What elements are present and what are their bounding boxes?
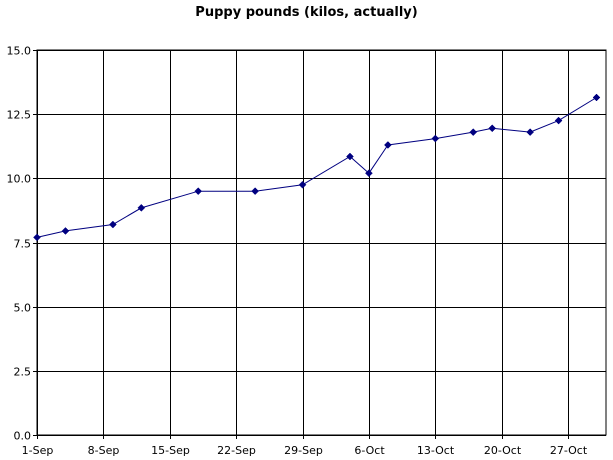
y-tick-label: 15.0 bbox=[7, 45, 32, 58]
x-tick-label: 15-Sep bbox=[151, 444, 190, 457]
data-point bbox=[109, 220, 117, 229]
x-tick-label: 13-Oct bbox=[417, 444, 455, 457]
y-tick-label: 10.0 bbox=[7, 173, 32, 186]
x-tick-label: 1-Sep bbox=[22, 444, 54, 457]
data-point bbox=[251, 187, 259, 196]
x-tick-label: 22-Sep bbox=[217, 444, 256, 457]
data-point bbox=[554, 116, 563, 125]
y-tick-label: 0.0 bbox=[14, 430, 32, 443]
y-tick-label: 5.0 bbox=[14, 302, 32, 315]
data-point bbox=[469, 128, 478, 136]
data-point bbox=[194, 187, 203, 196]
series-line bbox=[36, 97, 597, 238]
data-point bbox=[346, 152, 354, 161]
data-point bbox=[592, 93, 601, 102]
y-tick-label: 7.5 bbox=[14, 238, 32, 251]
y-tick-label: 2.5 bbox=[14, 366, 32, 379]
data-point bbox=[137, 203, 146, 212]
data-point bbox=[61, 227, 70, 235]
data-point bbox=[488, 124, 497, 133]
x-tick-label: 8-Sep bbox=[88, 444, 120, 457]
x-tick-label: 29-Sep bbox=[284, 444, 323, 457]
x-tick-label: 6-Oct bbox=[354, 444, 385, 457]
data-point bbox=[365, 169, 373, 178]
data-point bbox=[384, 141, 392, 149]
data-point bbox=[298, 180, 307, 189]
plot-border bbox=[36, 49, 607, 436]
x-tick-label: 27-Oct bbox=[550, 444, 588, 457]
data-point bbox=[431, 134, 440, 143]
data-point bbox=[33, 233, 41, 242]
chart-title: Puppy pounds (kilos, actually) bbox=[195, 5, 418, 20]
y-tick-label: 12.5 bbox=[7, 109, 32, 122]
data-point bbox=[526, 128, 534, 136]
x-tick-label: 20-Oct bbox=[484, 444, 522, 457]
